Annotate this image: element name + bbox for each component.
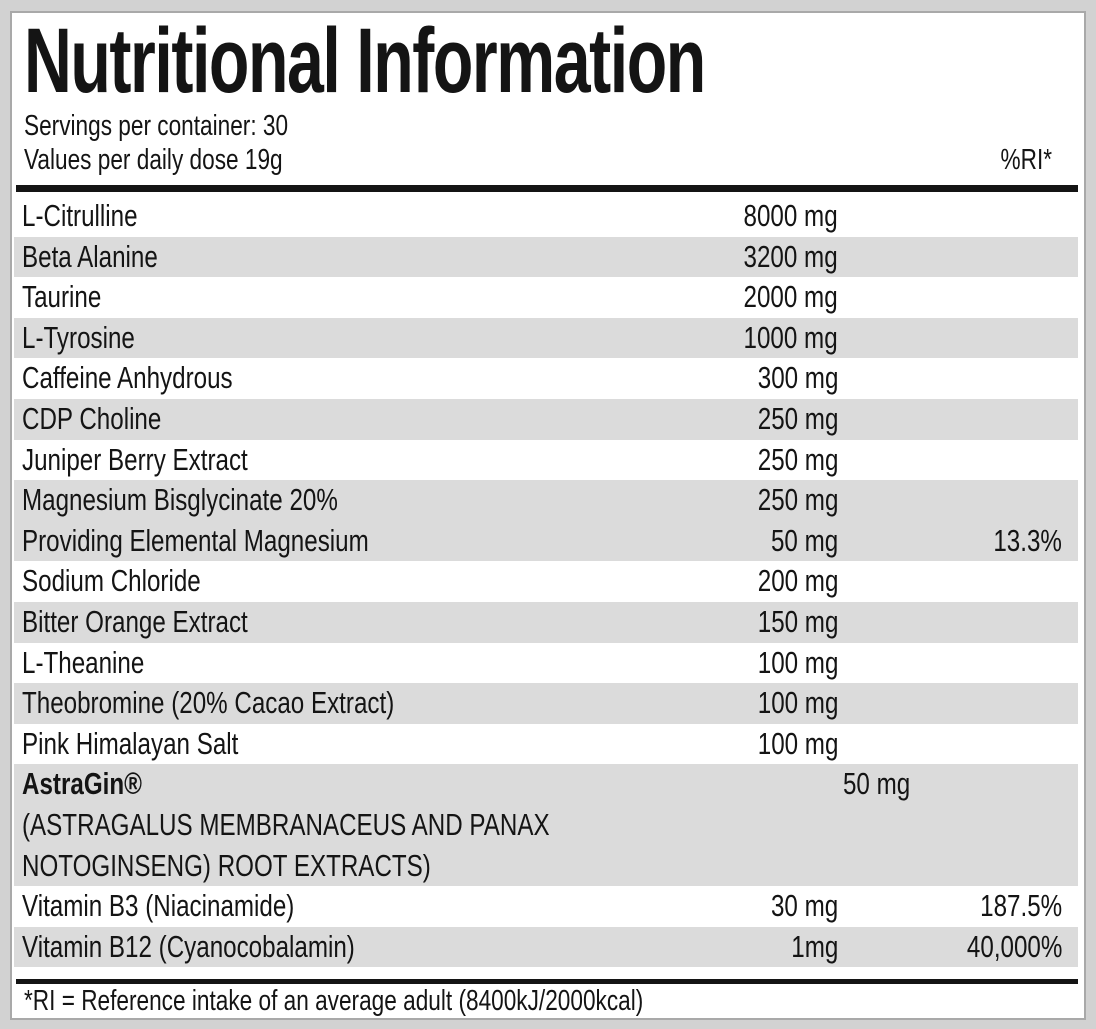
table-row: Magnesium Bisglycinate 20% 250 mg bbox=[14, 480, 1078, 521]
ri-value: 187.5% bbox=[979, 888, 1062, 924]
amount-value: 200 mg bbox=[757, 563, 838, 599]
ri-value bbox=[838, 602, 1078, 643]
table-row: Providing Elemental Magnesium 50 mg 13.3… bbox=[14, 520, 1078, 562]
ri-value bbox=[838, 683, 1078, 724]
amount-value: 8000 mg bbox=[743, 198, 838, 233]
amount-value: 100 mg bbox=[757, 685, 838, 721]
footer-divider bbox=[16, 979, 1078, 985]
ri-value bbox=[910, 764, 1096, 805]
table-row: L-Tyrosine 1000 mg bbox=[14, 317, 1078, 359]
ingredient-name: Sodium Chloride bbox=[22, 563, 201, 599]
table-row: Bitter Orange Extract 150 mg bbox=[14, 601, 1078, 643]
amount-value: 250 mg bbox=[757, 482, 838, 518]
amount-value: 3200 mg bbox=[743, 238, 838, 274]
table-row: AstraGin® (ASTRAGALUS MEMBRANACEUS AND P… bbox=[14, 764, 1078, 887]
page-title: Nutritional Information bbox=[24, 10, 706, 112]
ri-value bbox=[838, 561, 1078, 602]
table-row: Juniper Berry Extract 250 mg bbox=[14, 440, 1078, 481]
table-row: Pink Himalayan Salt 100 mg bbox=[14, 724, 1078, 765]
ingredients-table: L-Citrulline 8000 mg Beta Alanine 3200 m… bbox=[12, 196, 1084, 968]
ingredient-name: Magnesium Bisglycinate 20% bbox=[22, 482, 338, 518]
amount-value: 1000 mg bbox=[743, 319, 838, 355]
ingredient-name: L-Tyrosine bbox=[22, 319, 135, 355]
table-row: CDP Choline 250 mg bbox=[14, 398, 1078, 440]
amount-value: 50 mg bbox=[843, 766, 911, 802]
ri-footnote-text: *RI = Reference intake of an average adu… bbox=[24, 984, 644, 1017]
amount-value: 250 mg bbox=[757, 441, 838, 477]
ri-value bbox=[838, 399, 1078, 440]
ri-value: 13.3% bbox=[993, 522, 1062, 558]
table-row: L-Theanine 100 mg bbox=[14, 643, 1078, 684]
dose-line: Values per daily dose 19g %RI* bbox=[24, 143, 1072, 177]
ri-value bbox=[838, 318, 1078, 359]
ri-footnote: *RI = Reference intake of an average adu… bbox=[12, 984, 1084, 1018]
ingredient-name: CDP Choline bbox=[22, 400, 162, 436]
ri-value bbox=[838, 358, 1078, 399]
ingredient-name: Vitamin B12 (Cyanocobalamin) bbox=[22, 928, 355, 964]
ingredient-name: Vitamin B3 (Niacinamide) bbox=[22, 888, 295, 924]
ri-value bbox=[838, 480, 1078, 521]
table-row: Theobromine (20% Cacao Extract) 100 mg bbox=[14, 683, 1078, 724]
ingredient-name-subline: NOTOGINSENG) ROOT EXTRACTS) bbox=[22, 847, 431, 883]
amount-value: 2000 mg bbox=[743, 279, 838, 315]
ingredient-name: Theobromine (20% Cacao Extract) bbox=[22, 685, 395, 721]
amount-value: 50 mg bbox=[770, 522, 838, 558]
label-header: Nutritional Information Servings per con… bbox=[12, 13, 1084, 177]
ingredient-name: Taurine bbox=[22, 279, 102, 315]
ingredient-name: AstraGin® (ASTRAGALUS MEMBRANACEUS AND P… bbox=[14, 764, 698, 886]
table-row: Vitamin B12 (Cyanocobalamin) 1mg 40,000% bbox=[14, 926, 1078, 968]
ingredient-name-main: AstraGin® bbox=[22, 766, 142, 802]
ingredient-name: Juniper Berry Extract bbox=[22, 441, 248, 477]
ingredient-name: Pink Himalayan Salt bbox=[22, 725, 239, 761]
table-row: Sodium Chloride 200 mg bbox=[14, 561, 1078, 602]
ri-value bbox=[838, 440, 1078, 481]
ingredient-name-subline: (ASTRAGALUS MEMBRANACEUS AND PANAX bbox=[22, 806, 550, 842]
amount-value: 100 mg bbox=[757, 644, 838, 680]
table-row: L-Citrulline 8000 mg bbox=[14, 196, 1078, 237]
dose-text: Values per daily dose 19g bbox=[24, 144, 283, 176]
nutrition-label: Nutritional Information Servings per con… bbox=[10, 11, 1086, 1020]
ri-value bbox=[838, 724, 1078, 765]
ri-value: 40,000% bbox=[966, 928, 1062, 964]
ri-column-header: %RI* bbox=[1000, 144, 1052, 176]
ingredient-name: Caffeine Anhydrous bbox=[22, 360, 233, 396]
amount-value: 100 mg bbox=[757, 725, 838, 761]
table-row: Beta Alanine 3200 mg bbox=[14, 236, 1078, 278]
amount-value: 30 mg bbox=[770, 888, 838, 924]
header-divider bbox=[16, 185, 1078, 192]
table-row: Taurine 2000 mg bbox=[14, 277, 1078, 318]
ri-value bbox=[838, 643, 1078, 684]
ingredient-name: Bitter Orange Extract bbox=[22, 603, 248, 639]
servings-text: Servings per container: 30 bbox=[24, 110, 289, 142]
ingredient-name: L-Theanine bbox=[22, 644, 145, 680]
ri-value bbox=[838, 237, 1078, 278]
table-row: Vitamin B3 (Niacinamide) 30 mg 187.5% bbox=[14, 886, 1078, 927]
servings-line: Servings per container: 30 bbox=[24, 109, 1072, 143]
table-row: Caffeine Anhydrous 300 mg bbox=[14, 358, 1078, 399]
amount-value: 300 mg bbox=[757, 360, 838, 396]
ingredient-name: L-Citrulline bbox=[22, 198, 138, 233]
amount-value: 150 mg bbox=[757, 603, 838, 639]
ingredient-name: Providing Elemental Magnesium bbox=[22, 522, 369, 558]
amount-value: 1mg bbox=[790, 928, 838, 964]
ingredient-name: Beta Alanine bbox=[22, 238, 158, 274]
ri-value bbox=[838, 277, 1078, 318]
ri-value bbox=[838, 196, 1078, 237]
amount-value: 250 mg bbox=[757, 400, 838, 436]
